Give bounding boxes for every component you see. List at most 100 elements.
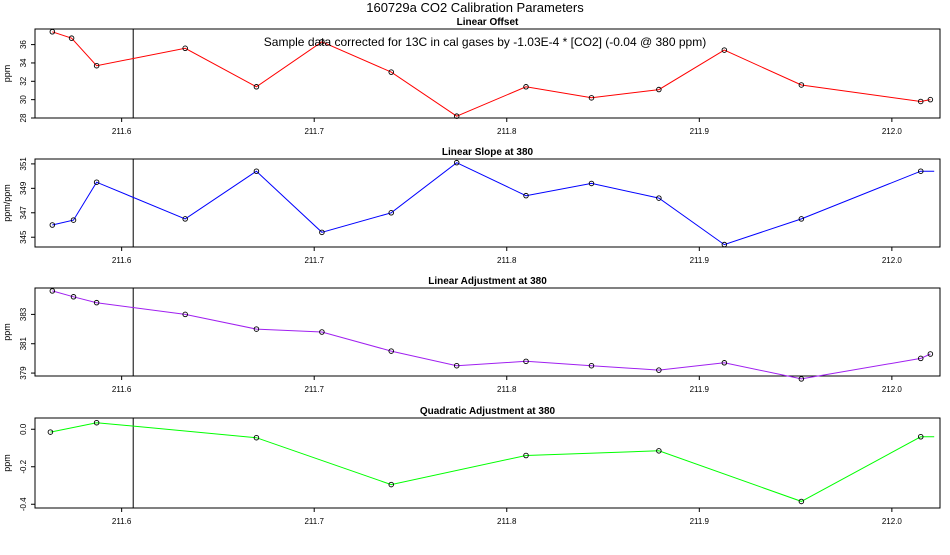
- x-tick-label: 211.8: [497, 385, 517, 394]
- x-tick-label: 211.6: [112, 256, 132, 265]
- series-line: [52, 162, 935, 246]
- data-point: [93, 299, 100, 306]
- series-line: [52, 290, 931, 380]
- y-tick-label: -0.2: [19, 459, 28, 473]
- data-point: [798, 498, 805, 505]
- plot-frame: [34, 158, 941, 248]
- data-point: [68, 35, 75, 41]
- y-tick-label: 379: [19, 366, 28, 380]
- y-axis-label: ppm: [2, 454, 12, 472]
- y-axis-label: ppm: [2, 65, 12, 83]
- data-point: [917, 434, 924, 440]
- y-tick-label: 0.0: [19, 423, 28, 435]
- x-tick-label: 211.7: [304, 127, 324, 136]
- plot-frame: [34, 28, 941, 119]
- y-axis-label: ppm/ppm: [2, 184, 12, 222]
- data-point: [49, 288, 56, 294]
- data-point: [588, 95, 595, 101]
- x-tick-label: 212.0: [882, 517, 903, 526]
- y-axis-label: ppm: [2, 323, 12, 341]
- page-title: 160729a CO2 Calibration Parameters: [366, 0, 584, 15]
- data-point: [588, 362, 595, 369]
- data-point: [388, 69, 394, 75]
- panel-title: Linear Adjustment at 380: [428, 276, 547, 287]
- y-tick-label: 36: [19, 40, 28, 49]
- data-point: [182, 216, 188, 222]
- data-point: [588, 180, 595, 187]
- data-point: [927, 96, 934, 103]
- data-point: [182, 45, 188, 52]
- panel-title: Linear Offset: [457, 17, 519, 28]
- y-tick-label: 351: [19, 157, 28, 171]
- x-tick-label: 211.9: [690, 256, 710, 265]
- y-tick-label: 32: [19, 76, 28, 85]
- x-tick-label: 211.8: [497, 256, 517, 265]
- data-point: [319, 39, 325, 45]
- y-tick-label: 28: [19, 113, 28, 122]
- x-tick-label: 211.8: [497, 127, 517, 136]
- data-point: [253, 326, 260, 332]
- data-point: [917, 98, 924, 105]
- data-point: [49, 29, 56, 35]
- data-point: [47, 429, 54, 435]
- data-point: [523, 358, 529, 365]
- data-point: [917, 355, 924, 362]
- y-tick-label: 30: [19, 95, 28, 104]
- data-point: [917, 168, 924, 174]
- data-point: [93, 179, 100, 185]
- data-point: [253, 168, 260, 174]
- data-point: [70, 294, 77, 300]
- plot-frame: [34, 287, 941, 377]
- x-tick-label: 211.7: [304, 517, 324, 526]
- data-point: [721, 241, 728, 248]
- data-point: [93, 419, 100, 426]
- data-point: [523, 84, 529, 90]
- data-point: [656, 367, 662, 373]
- y-tick-label: 383: [19, 307, 28, 321]
- plot-frame: [34, 417, 941, 509]
- y-tick-label: 381: [19, 337, 28, 351]
- data-point: [656, 448, 662, 454]
- data-point: [721, 47, 728, 53]
- data-point: [721, 360, 728, 366]
- x-tick-label: 211.6: [112, 127, 132, 136]
- data-point: [927, 351, 934, 357]
- data-point: [388, 481, 394, 488]
- x-tick-label: 211.7: [304, 385, 324, 394]
- data-point: [798, 376, 805, 382]
- x-tick-label: 211.7: [304, 256, 324, 265]
- y-tick-label: 34: [19, 58, 28, 67]
- x-tick-label: 212.0: [882, 256, 903, 265]
- data-point: [253, 434, 260, 441]
- x-tick-label: 211.9: [690, 517, 710, 526]
- calibration-annotation: Sample data corrected for 13C in cal gas…: [264, 35, 706, 49]
- y-tick-label: -0.4: [19, 497, 28, 511]
- y-tick-label: 349: [19, 181, 28, 195]
- x-tick-label: 211.6: [112, 517, 132, 526]
- data-point: [453, 159, 460, 166]
- x-tick-label: 212.0: [882, 385, 903, 394]
- data-point: [319, 229, 325, 236]
- data-point: [656, 86, 662, 93]
- panel-title: Linear Slope at 380: [442, 147, 534, 158]
- x-tick-label: 211.9: [690, 127, 710, 136]
- data-point: [319, 329, 325, 335]
- data-point: [523, 452, 529, 459]
- data-point: [453, 362, 460, 369]
- y-tick-label: 345: [19, 230, 28, 244]
- y-tick-label: 347: [19, 206, 28, 220]
- data-point: [253, 84, 260, 90]
- panel-title: Quadratic Adjustment at 380: [420, 406, 556, 417]
- data-point: [388, 210, 394, 216]
- data-point: [93, 62, 100, 69]
- x-tick-label: 212.0: [882, 127, 903, 136]
- data-point: [70, 217, 77, 223]
- data-point: [656, 195, 662, 201]
- data-point: [182, 311, 188, 318]
- data-point: [798, 216, 805, 222]
- series-line: [52, 31, 931, 117]
- x-tick-label: 211.9: [690, 385, 710, 394]
- data-point: [388, 348, 394, 354]
